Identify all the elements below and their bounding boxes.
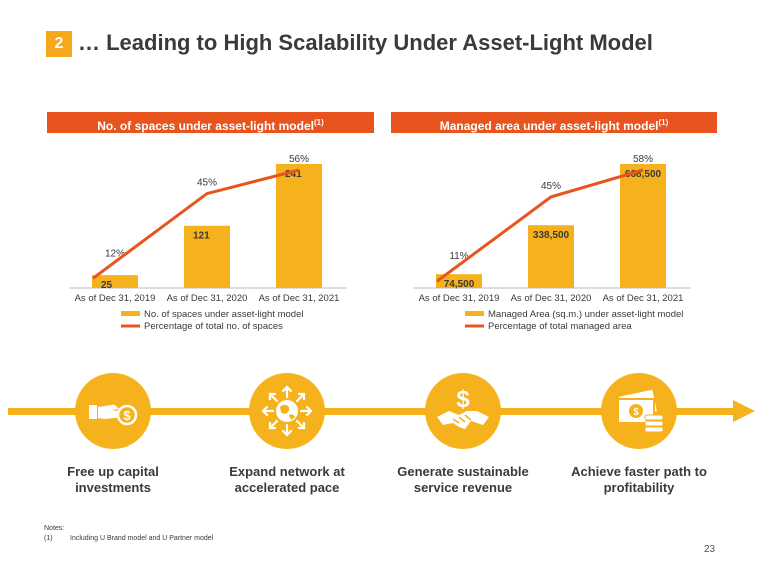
line-value-label: 56%	[289, 154, 309, 165]
x-tick-label: As of Dec 31, 2021	[603, 293, 684, 304]
x-tick-label: As of Dec 31, 2021	[259, 293, 340, 304]
legend-bar-label: No. of spaces under asset-light model	[144, 309, 303, 320]
chart-2-title: Managed area under asset-light model(1)	[391, 112, 717, 133]
bar	[92, 275, 138, 288]
chart-2-title-footnote: (1)	[658, 118, 669, 127]
line-value-label: 12%	[105, 248, 125, 259]
notes-heading: Notes:	[44, 525, 65, 532]
legend-line-label: Percentage of total managed area	[488, 321, 632, 332]
chart-1-title: No. of spaces under asset-light model(1)	[47, 112, 374, 133]
bar	[276, 164, 322, 288]
x-tick-label: As of Dec 31, 2019	[75, 293, 156, 304]
svg-text:$: $	[123, 408, 131, 423]
benefit-caption-1: Free up capital investments	[67, 464, 159, 495]
bar	[528, 225, 574, 288]
bar	[620, 164, 666, 288]
benefit-caption-4: Achieve faster path to profitability	[571, 464, 707, 495]
x-tick-label: As of Dec 31, 2019	[419, 293, 500, 304]
handshake-dollar-icon: $	[425, 373, 501, 449]
chart-1-title-footnote: (1)	[313, 118, 324, 127]
bar	[184, 225, 230, 288]
svg-text:$: $	[633, 407, 639, 418]
x-tick-label: As of Dec 31, 2020	[511, 293, 592, 304]
footnotes: Notes: (1) Including U Brand model and U …	[44, 524, 213, 544]
spaces-chart: 25 12% As of Dec 31, 2019 121 45% As of Dec 3…	[69, 154, 347, 332]
managed-area-chart: 74,500 11% As of Dec 31, 2019 338,500 45% As …	[413, 154, 691, 332]
chart-2-title-text: Managed area under asset-light model	[439, 119, 659, 133]
timeline-arrow-band	[8, 408, 736, 415]
timeline-arrow-head	[733, 400, 755, 422]
bar-value-label: 241	[285, 169, 302, 180]
bar-value-label: 121	[193, 231, 210, 242]
legend-line-label: Percentage of total no. of spaces	[144, 321, 283, 332]
globe-expand-icon	[249, 373, 325, 449]
bar-value-label: 74,500	[444, 279, 475, 290]
section-badge: 2	[46, 31, 72, 57]
line-value-label: 58%	[633, 154, 653, 165]
percentage-line	[436, 168, 644, 283]
x-tick-label: As of Dec 31, 2020	[167, 293, 248, 304]
legend-bar-label: Managed Area (sq.m.) under asset-light m…	[488, 309, 683, 320]
note-1: (1) Including U Brand model and U Partner…	[44, 534, 213, 544]
bar-value-label: 25	[101, 280, 113, 291]
chart-1-title-text: No. of spaces under asset-light model	[97, 119, 314, 133]
note-1-number: (1)	[44, 535, 53, 542]
legend-bar-swatch	[121, 311, 140, 316]
line-value-label: 11%	[449, 251, 468, 262]
page-title: … Leading to High Scalability Under Asse…	[78, 30, 653, 55]
legend-bar-swatch	[465, 311, 484, 316]
bar-value-label: 338,500	[533, 230, 570, 241]
hand-money-icon: $	[75, 373, 151, 449]
bar-value-label: 668,500	[625, 169, 662, 180]
line-value-label: 45%	[541, 181, 561, 192]
percentage-line	[92, 168, 300, 280]
page-number: 23	[704, 544, 716, 555]
benefit-caption-3: Generate sustainable service revenue	[397, 464, 529, 495]
note-1-text: Including U Brand model and U Partner mo…	[70, 535, 214, 542]
benefit-caption-2: Expand network at accelerated pace	[229, 464, 345, 495]
svg-text:$: $	[456, 386, 470, 413]
bar	[436, 274, 482, 288]
money-stack-icon: $	[601, 373, 677, 449]
line-value-label: 45%	[197, 178, 217, 189]
